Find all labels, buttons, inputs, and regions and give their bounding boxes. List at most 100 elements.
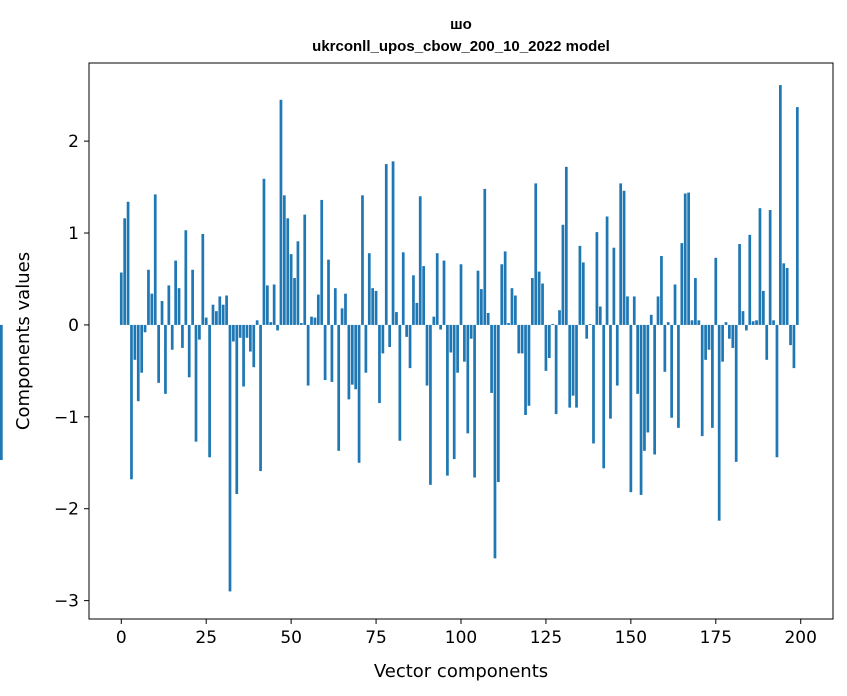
y-tick-label-0: −3 — [54, 592, 79, 612]
bar-34 — [235, 324, 239, 495]
x-tick-label-5: 125 — [530, 628, 562, 648]
bar-168 — [690, 320, 694, 325]
bar-90 — [425, 324, 429, 386]
bar-193 — [775, 324, 779, 458]
bar-81 — [395, 312, 398, 325]
bar-63 — [333, 288, 337, 325]
bar-25 — [204, 317, 208, 325]
bar-131 — [564, 166, 568, 325]
chart-title-line-1: шо — [450, 16, 472, 33]
bar-141 — [598, 306, 602, 325]
y-tick-label-4: 1 — [68, 224, 79, 244]
bar-197 — [789, 324, 792, 346]
bar-109 — [490, 324, 493, 393]
bar-135 — [578, 245, 582, 325]
x-axis-label: Vector components — [374, 661, 548, 682]
bar-198 — [792, 324, 796, 369]
bar-79 — [388, 324, 392, 347]
bar-162 — [670, 324, 673, 418]
bar-70 — [357, 324, 361, 463]
bar-105 — [476, 270, 480, 325]
bar-30 — [221, 304, 225, 325]
bar-113 — [503, 251, 507, 325]
bar-41 — [259, 324, 262, 472]
bar-125 — [544, 324, 548, 371]
bar-86 — [412, 275, 415, 325]
bar-43 — [266, 285, 269, 325]
bar-54 — [303, 214, 307, 325]
bar-53 — [299, 323, 303, 325]
bar-186 — [751, 321, 755, 325]
bar-46 — [276, 324, 279, 331]
bar-61 — [327, 259, 330, 325]
bar-69 — [354, 324, 358, 390]
y-tick-label-5: 2 — [68, 132, 79, 152]
bar-26 — [208, 324, 211, 458]
bar-188 — [758, 208, 762, 325]
bar-123 — [537, 271, 541, 325]
bar-112 — [500, 264, 504, 325]
bar-140 — [595, 232, 599, 325]
bar-115 — [510, 288, 514, 325]
bar-68 — [350, 324, 354, 385]
bar-158 — [656, 296, 660, 325]
bar-128 — [554, 324, 558, 415]
bar-124 — [541, 283, 544, 325]
x-tick-label-8: 200 — [784, 628, 816, 648]
bar-80 — [391, 161, 395, 325]
bar-166 — [683, 193, 687, 325]
bar-98 — [452, 324, 456, 460]
x-tick-label-6: 150 — [615, 628, 647, 648]
bar-149 — [626, 296, 629, 325]
bar-154 — [643, 324, 646, 451]
bar-107 — [483, 188, 487, 325]
bar-189 — [762, 290, 765, 325]
bar-116 — [514, 295, 517, 325]
bar-182 — [738, 244, 741, 325]
bar-126 — [547, 324, 551, 358]
bar-161 — [666, 322, 670, 325]
bar-40 — [255, 320, 259, 325]
bar-169 — [694, 278, 697, 325]
bar-130 — [561, 224, 565, 325]
bar-74 — [371, 288, 375, 325]
bar-18 — [181, 324, 184, 348]
bar-87 — [415, 302, 419, 325]
bar-29 — [218, 296, 222, 325]
bar-100 — [459, 264, 463, 325]
bar-145 — [612, 247, 616, 325]
bar-194 — [778, 85, 782, 325]
bar-181 — [734, 324, 738, 462]
bar-51 — [293, 278, 296, 325]
bar-152 — [636, 324, 640, 394]
bar-1 — [123, 218, 127, 325]
bar-52 — [296, 241, 300, 325]
bar-16 — [174, 260, 177, 325]
bar-38 — [249, 324, 252, 352]
bar-136 — [581, 262, 585, 325]
bar-103 — [469, 324, 473, 339]
bar-178 — [724, 322, 728, 325]
bar-33 — [232, 324, 235, 342]
bar-6 — [140, 324, 144, 373]
bar-77 — [381, 324, 385, 354]
bar-132 — [568, 324, 572, 408]
bar-5 — [136, 324, 140, 402]
bar-47 — [279, 99, 283, 325]
bar-19 — [184, 230, 188, 325]
bar-60 — [323, 324, 327, 381]
x-tick-label-4: 100 — [445, 628, 477, 648]
bar-28 — [215, 311, 218, 325]
bar-59 — [320, 199, 324, 325]
x-tick-label-1: 25 — [195, 628, 217, 648]
bar-146 — [615, 324, 619, 386]
bar-11 — [157, 324, 160, 383]
bar-22 — [194, 324, 198, 442]
bar-21 — [191, 269, 194, 325]
bar-91 — [429, 324, 432, 485]
bar-96 — [446, 324, 449, 476]
bar-164 — [677, 324, 680, 428]
bar-173 — [707, 324, 711, 350]
bar-31 — [225, 295, 228, 325]
bar-120 — [527, 324, 531, 406]
